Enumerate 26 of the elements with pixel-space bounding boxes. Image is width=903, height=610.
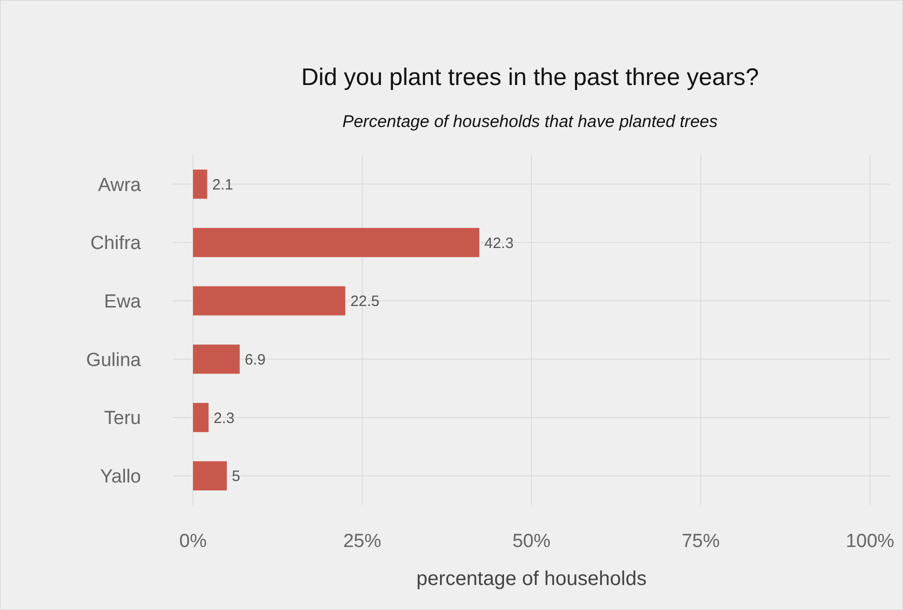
x-axis-title: percentage of households <box>416 568 647 590</box>
y-tick-label: Yallo <box>100 466 141 488</box>
bar <box>193 228 480 258</box>
data-label: 42.3 <box>484 234 514 252</box>
chart-subtitle: Percentage of households that have planted trees <box>342 112 718 131</box>
data-label: 2.1 <box>212 176 234 194</box>
bar <box>193 461 227 490</box>
data-label: 6.9 <box>244 351 266 368</box>
data-label: 22.5 <box>350 293 380 310</box>
y-tick-label: Teru <box>104 408 141 430</box>
x-tick-label: 25% <box>343 531 382 552</box>
x-tick-label: 75% <box>682 531 720 552</box>
data-label: 2.3 <box>214 410 234 427</box>
y-tick-label: Ewa <box>104 291 142 312</box>
y-tick-label: Awra <box>98 174 142 196</box>
x-tick-label: 0% <box>179 531 207 552</box>
x-tick-label: 100% <box>846 531 894 552</box>
bar <box>193 402 209 432</box>
bar <box>193 344 240 374</box>
data-label: 5 <box>232 468 240 486</box>
bar <box>193 286 346 316</box>
chart-title: Did you plant trees in the past three years? <box>301 64 759 91</box>
bar <box>193 170 208 199</box>
x-tick-label: 50% <box>512 531 551 552</box>
y-tick-label: Chifra <box>90 233 142 254</box>
y-tick-label: Gulina <box>86 350 142 371</box>
